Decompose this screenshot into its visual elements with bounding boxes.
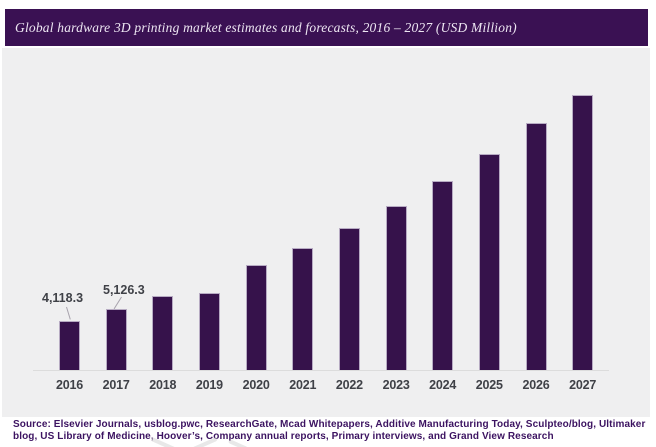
bar-2023 <box>385 206 407 370</box>
bar-2025 <box>478 154 500 370</box>
x-axis-label-2016: 2016 <box>55 378 83 392</box>
bar-2024 <box>432 181 454 370</box>
x-axis-label-2022: 2022 <box>335 378 363 392</box>
source-note: Source: Elsevier Journals, usblog.pwc, R… <box>13 419 646 442</box>
bar-2020 <box>245 265 267 370</box>
x-axis-label-2021: 2021 <box>289 378 317 392</box>
leader-line-2017 <box>113 296 122 310</box>
bar-2018 <box>152 296 174 370</box>
x-axis-line <box>33 370 609 371</box>
bar-2016 <box>59 321 80 370</box>
bar-2017 <box>105 309 127 370</box>
bar-2026 <box>525 123 547 370</box>
x-axis-label-2019: 2019 <box>195 378 223 392</box>
chart-title-bar: Global hardware 3D printing market estim… <box>5 9 648 46</box>
data-label-2016: 4,118.3 <box>42 291 84 305</box>
x-axis-label-2024: 2024 <box>429 378 457 392</box>
x-axis-label-2018: 2018 <box>149 378 177 392</box>
x-axis-label-2020: 2020 <box>242 378 270 392</box>
bar-2019 <box>198 293 220 370</box>
leader-line-2016 <box>66 306 71 320</box>
plot-area: 4,118.3 5,126.3 2016 2017 2018 2019 2020 2021… <box>2 48 650 417</box>
bar-2027 <box>572 95 594 370</box>
bar-2021 <box>292 248 314 370</box>
chart-title: Global hardware 3D printing market estim… <box>15 19 517 35</box>
data-label-2017: 5,126.3 <box>103 283 145 297</box>
x-axis-label-2027: 2027 <box>569 378 597 392</box>
x-axis-label-2025: 2025 <box>475 378 503 392</box>
x-axis-label-2017: 2017 <box>102 378 130 392</box>
x-axis-label-2026: 2026 <box>522 378 550 392</box>
x-axis-label-2023: 2023 <box>382 378 410 392</box>
bar-2022 <box>338 228 360 370</box>
